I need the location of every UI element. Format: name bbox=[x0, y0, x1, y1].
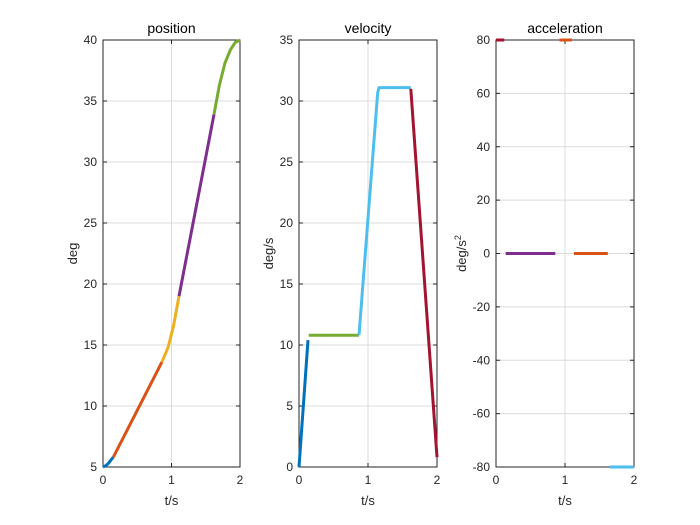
series-line-4 bbox=[409, 88, 439, 458]
y-tick-label: -20 bbox=[473, 300, 491, 314]
y-axis-label-text: deg/s bbox=[261, 237, 276, 269]
x-tick-label: 1 bbox=[365, 473, 372, 487]
y-axis-label: deg/s bbox=[261, 237, 276, 269]
y-tick-label: 0 bbox=[286, 460, 293, 474]
y-tick-label: -80 bbox=[473, 460, 491, 474]
y-axis-label: deg bbox=[65, 243, 80, 265]
subplot-title: acceleration bbox=[527, 20, 603, 36]
subplot-title: velocity bbox=[345, 20, 392, 36]
series-line-5 bbox=[212, 38, 241, 115]
y-tick-label: 20 bbox=[280, 216, 294, 230]
x-tick-label: 0 bbox=[493, 473, 500, 487]
x-tick-label: 2 bbox=[631, 473, 638, 487]
y-axis-label-text: deg bbox=[65, 243, 80, 265]
y-tick-label: 20 bbox=[84, 277, 98, 291]
subplot-title: position bbox=[147, 20, 195, 36]
x-tick-label: 2 bbox=[237, 473, 244, 487]
y-tick-label: 25 bbox=[84, 216, 98, 230]
y-tick-label: 40 bbox=[477, 140, 491, 154]
y-tick-label: 15 bbox=[280, 277, 294, 291]
y-tick-label: -40 bbox=[473, 353, 491, 367]
y-axis-label-exponent: 2 bbox=[453, 235, 463, 240]
x-tick-label: 1 bbox=[562, 473, 569, 487]
y-tick-label: 5 bbox=[90, 460, 97, 474]
x-axis-label: t/s bbox=[165, 493, 179, 508]
y-axis-label: deg/s2 bbox=[453, 235, 469, 272]
y-tick-label: 25 bbox=[280, 155, 294, 169]
x-axis-label: t/s bbox=[558, 493, 572, 508]
series-line-1 bbox=[297, 339, 310, 468]
y-tick-label: 10 bbox=[84, 399, 98, 413]
series-line-1 bbox=[102, 456, 115, 469]
y-tick-label: 35 bbox=[280, 33, 294, 47]
series-line-2 bbox=[111, 361, 164, 458]
x-tick-label: 0 bbox=[296, 473, 303, 487]
x-tick-label: 1 bbox=[168, 473, 175, 487]
y-tick-label: -60 bbox=[473, 407, 491, 421]
subplot-3: 0 1 2 80 60 40 20 0 -20 -40 -60 -80 acceleration t/s d… bbox=[453, 20, 638, 508]
y-tick-label: 0 bbox=[483, 247, 490, 261]
y-tick-label: 35 bbox=[84, 94, 98, 108]
y-tick-label: 80 bbox=[477, 33, 491, 47]
y-tick-label: 15 bbox=[84, 338, 98, 352]
x-axis-label: t/s bbox=[361, 493, 375, 508]
y-tick-label: 20 bbox=[477, 193, 491, 207]
y-tick-label: 10 bbox=[280, 338, 294, 352]
x-tick-label: 2 bbox=[434, 473, 441, 487]
y-tick-label: 30 bbox=[84, 155, 98, 169]
y-tick-label: 60 bbox=[477, 86, 491, 100]
series-line-3 bbox=[160, 295, 181, 363]
x-tick-label: 0 bbox=[100, 473, 107, 487]
y-tick-label: 30 bbox=[280, 94, 294, 108]
y-tick-label: 40 bbox=[84, 33, 98, 47]
series-line-4 bbox=[177, 114, 216, 297]
y-tick-label: 5 bbox=[286, 399, 293, 413]
y-axis-label-text: deg/s bbox=[454, 240, 469, 272]
series-line-3 bbox=[357, 86, 411, 336]
